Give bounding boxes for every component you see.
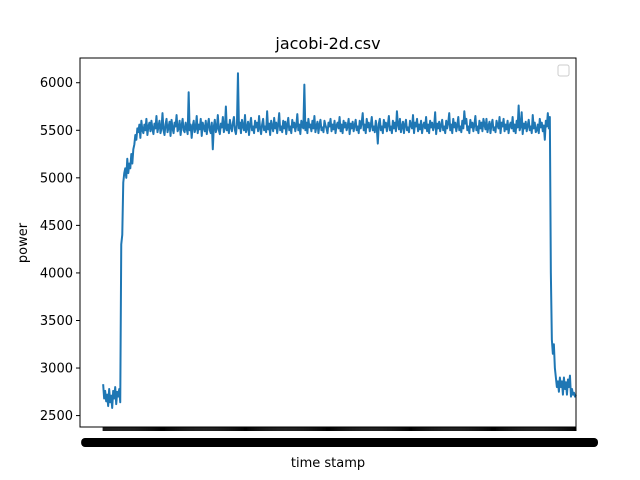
series-layer (102, 72, 577, 409)
x-axis-title: time stamp (291, 456, 365, 471)
series-line-0 (102, 72, 577, 409)
plot-frame (79, 57, 577, 428)
y-tick-label-5000: 5000 (40, 171, 73, 186)
y-tick-label-4500: 4500 (40, 219, 73, 234)
y-tick-label-4000: 4000 (40, 266, 73, 281)
plot-area (79, 57, 577, 428)
y-tick-label-6000: 6000 (40, 76, 73, 91)
x-tick-label (554, 438, 598, 447)
y-tick-label-2500: 2500 (40, 409, 73, 424)
y-axis-title: power (16, 222, 31, 263)
y-tick-label-5500: 5500 (40, 124, 73, 139)
x-axis (81, 427, 598, 447)
legend-box (557, 64, 570, 77)
y-tick-label-3000: 3000 (40, 362, 73, 377)
y-axis: 2500 3000 3500 4000 4500 5000 5500 6000 (40, 76, 80, 424)
y-tick-label-3500: 3500 (40, 314, 73, 329)
chart-title: jacobi-2d.csv (274, 34, 380, 53)
